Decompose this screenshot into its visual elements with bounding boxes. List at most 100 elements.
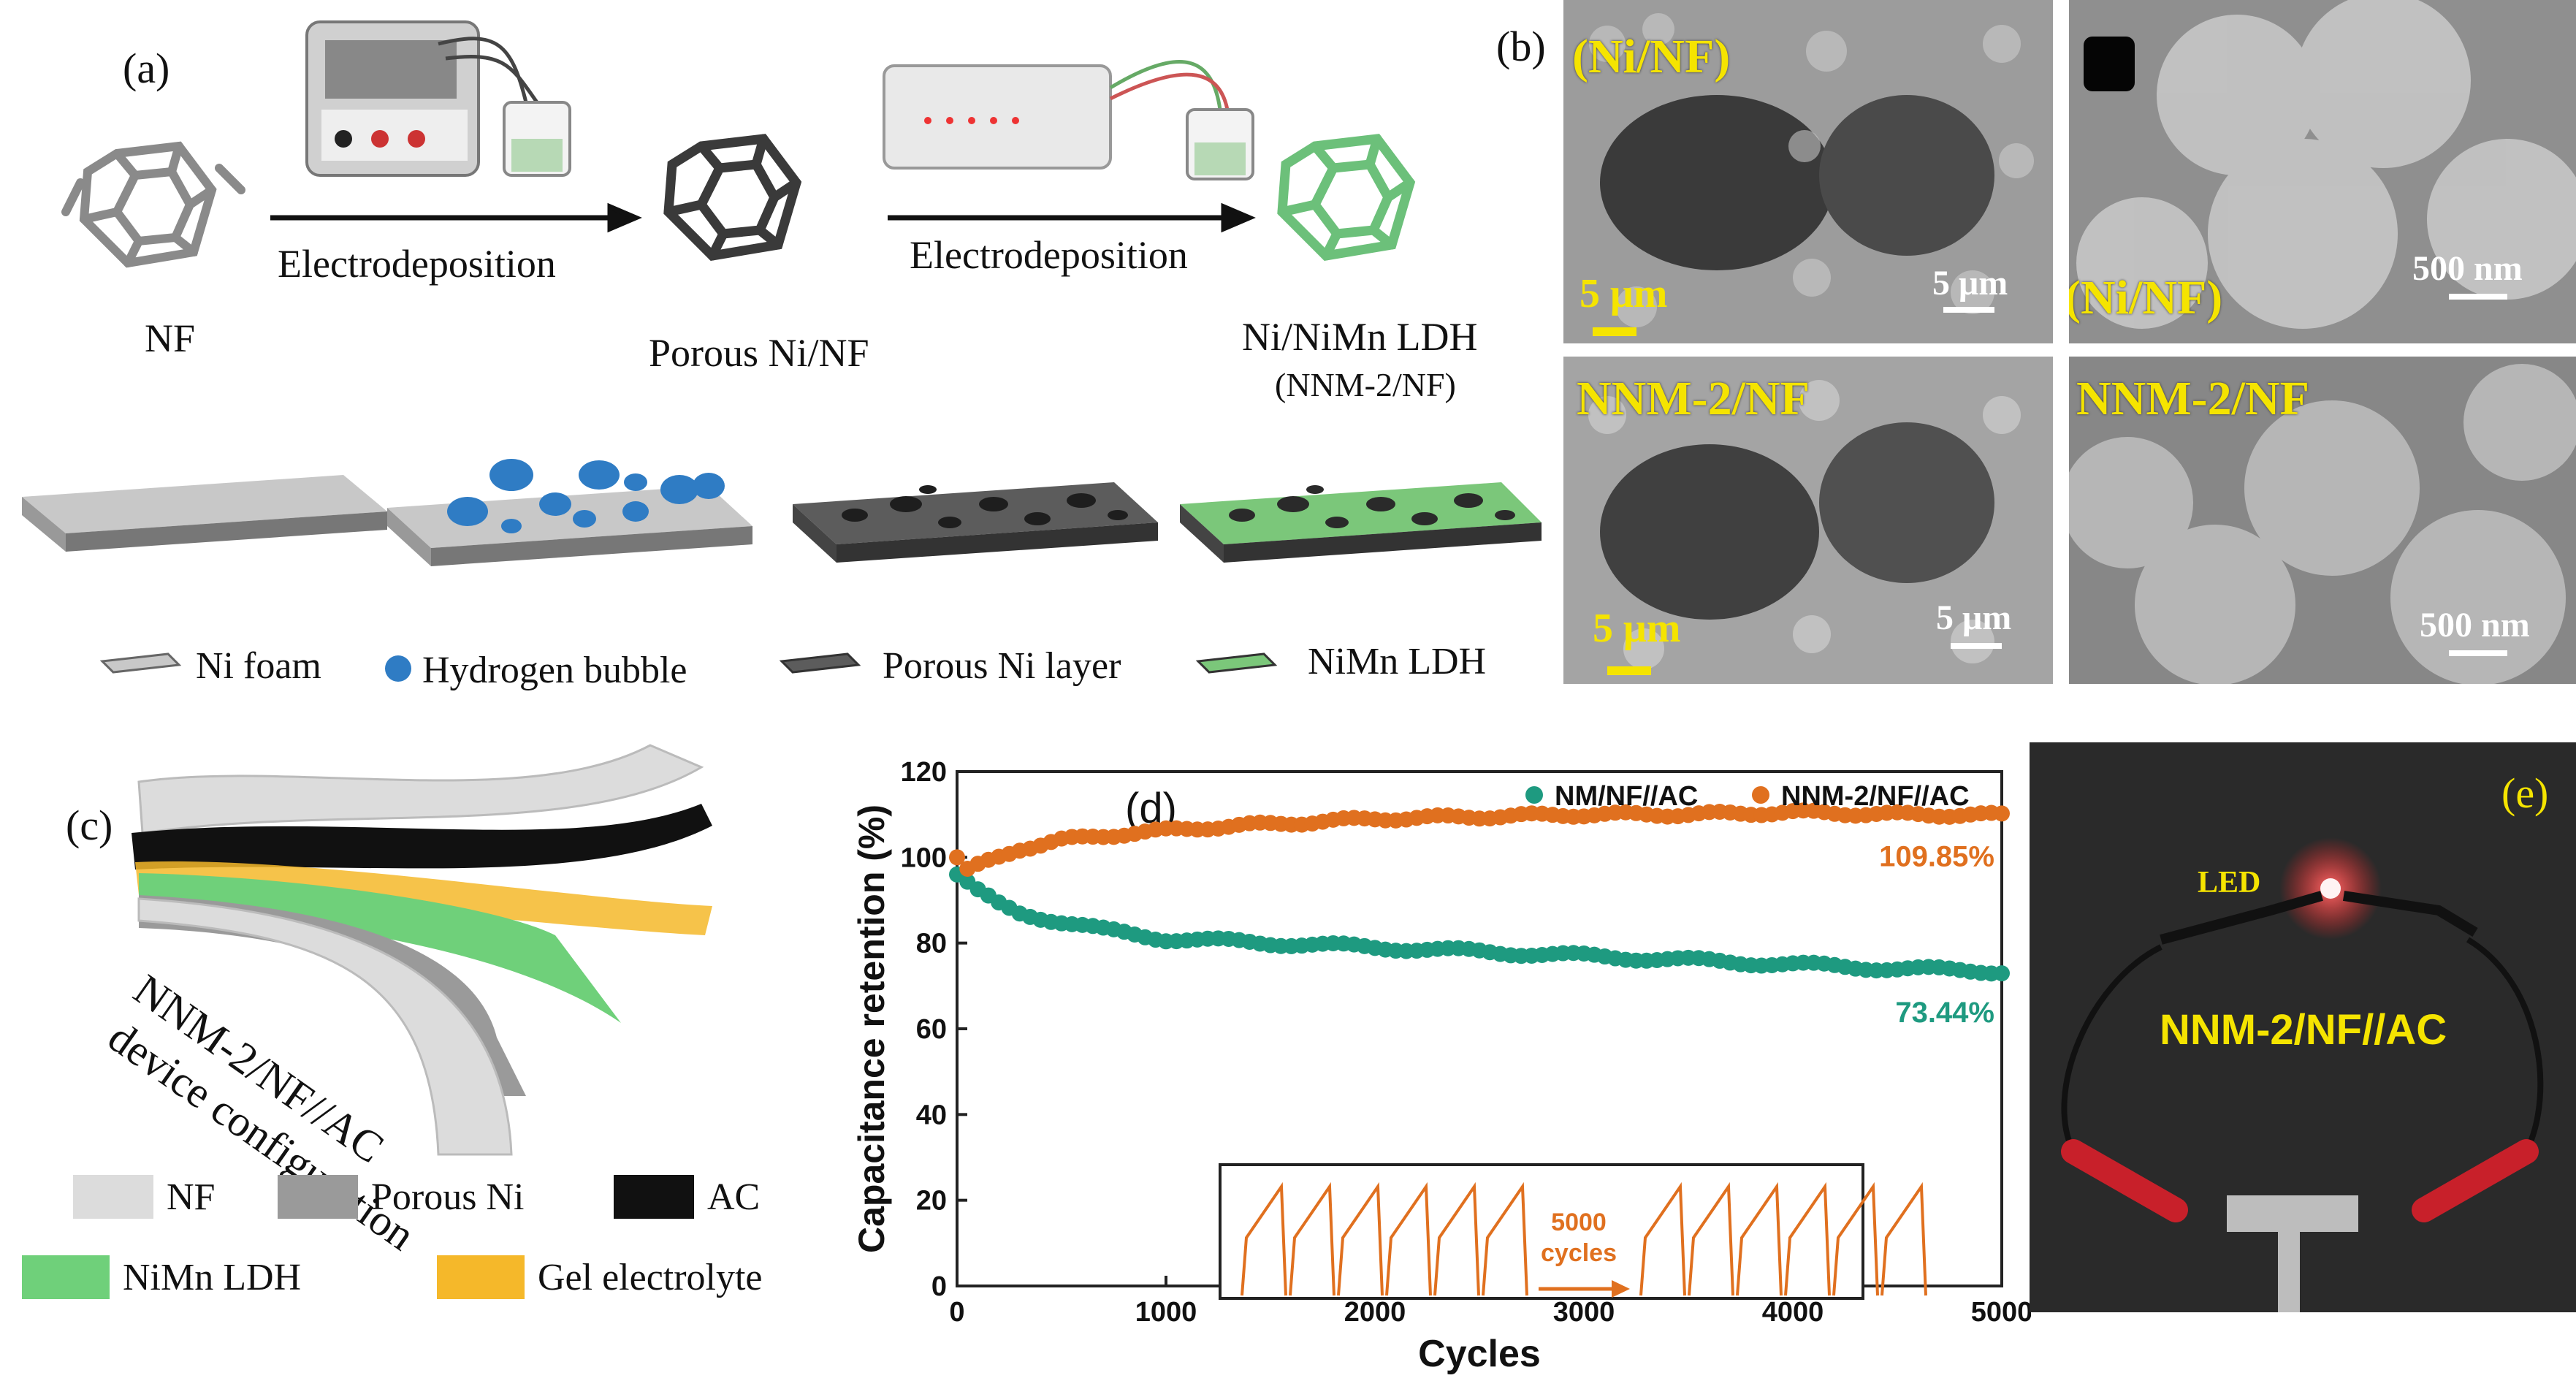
ac-swatch [614,1175,694,1219]
sem-scalebar-3b [1951,643,2002,649]
sem-tag-3: NNM-2/NF [1577,372,1810,425]
legend-ni-foam: Ni foam [196,645,321,687]
arrow-1 [270,202,642,233]
y-tick-label: 100 [901,842,947,873]
step-porous-ni-label: Porous Ni/NF [649,331,869,375]
y-tick-label: 120 [901,757,947,788]
x-tick-label: 4000 [1762,1297,1824,1328]
slab-ni-foam [22,475,387,552]
sem-scalebar-4 [2449,650,2507,656]
legend-c-ldh: NiMn LDH [22,1255,301,1299]
legend-porous-ni-layer: Porous Ni layer [883,645,1121,687]
inset-frame [1219,1163,1864,1300]
ldh-lattice-icon [1277,134,1416,261]
end-label-nm: 73.44% [1895,997,1994,1029]
x-tick-label: 5000 [1971,1297,2031,1328]
y-tick-label: 40 [916,1100,947,1130]
panel-c-label: (c) [66,802,113,849]
legend-c-ac-label: AC [707,1176,761,1218]
data-point-nnm [1994,805,2010,822]
end-label-nnm: 109.85% [1879,841,1994,873]
sem-image-ni-nf-high: (Ni/NF) 500 nm [2069,0,2576,343]
legend-c-porous: Porous Ni [278,1175,524,1219]
sem-scalebar-1 [1593,327,1636,336]
legend-nimn-ldh: NiMn LDH [1308,641,1487,682]
legend-label-1: NNM-2/NF//AC [1781,781,1970,812]
legend-c-ldh-label: NiMn LDH [123,1256,302,1298]
sem-scale-text-1: 5 μm [1579,271,1668,316]
nf-swatch [73,1175,153,1219]
panel-e-label: (e) [2501,769,2549,817]
nf-lattice-icon [61,141,245,268]
x-tick-label: 0 [949,1297,964,1328]
sem-scalebar-2 [2449,294,2507,300]
y-tick-label: 80 [916,929,947,959]
data-point-nm [1994,965,2010,982]
ldh-swatch [22,1255,110,1299]
sem-scalebar-1b [1943,307,1994,313]
panel-a-schematic [22,20,1542,682]
sem-scalebar-3 [1607,666,1651,675]
panel-b-label: (b) [1496,23,1546,70]
inset-annotation-2: cycles [1541,1239,1617,1267]
porous-swatch [278,1175,358,1219]
legend-c-gel: Gel electrolyte [437,1255,763,1299]
slab-hydrogen-bubble [387,459,752,566]
led-label: LED [2198,866,2261,899]
sem-scale-text-2: 500 nm [2412,249,2523,288]
sem-tag-2: (Ni/NF) [2069,271,2223,324]
sem-texture-3 [1563,357,2053,684]
led-photo: (e) LED NNM-2/NF//AC [2030,742,2576,1312]
legend-label-0: NM/NF//AC [1555,781,1698,812]
sem-tag-1: (Ni/NF) [1572,30,1731,83]
legend-marker-0 [1525,786,1543,804]
y-tick-label: 60 [916,1014,947,1045]
y-tick-label: 0 [931,1271,947,1302]
legend-c-nf: NF [73,1175,215,1219]
sem-scale-text-3: 5 μm [1593,606,1681,651]
x-tick-label: 2000 [1344,1297,1406,1328]
sem-texture-2 [2069,0,2576,343]
power-supply-2-icon [883,60,1254,180]
led-photo-drawing [2030,742,2576,1312]
x-axis-label: Cycles [1418,1333,1541,1375]
legend-c-nf-label: NF [167,1176,216,1218]
legend-c-porous-label: Porous Ni [371,1176,525,1218]
sem-texture-4 [2069,357,2576,684]
sem-scale-text-4: 500 nm [2420,606,2530,644]
porous-ni-lattice-icon [663,134,802,261]
legend-c-gel-label: Gel electrolyte [538,1256,763,1298]
sem-image-ni-nf-low: (Ni/NF) 5 μm 5 μm [1563,0,2053,343]
legend-a-swatches [99,652,1278,682]
sem-image-nnm-low: NNM-2/NF 5 μm 5 μm [1563,357,2053,684]
arrow-2 [888,202,1256,233]
legend-hydrogen-bubble: Hydrogen bubble [422,650,687,691]
step-ldh-sublabel: (NNM-2/NF) [1275,366,1456,403]
inset-annotation-1: 5000 [1551,1209,1607,1236]
data-point-nnm [949,849,965,866]
sem-image-nnm-high: NNM-2/NF 500 nm [2069,357,2576,684]
panel-a-label: (a) [123,45,170,92]
inset-gcd-curve [1241,1181,1927,1296]
device-configuration-diagram [132,744,712,1156]
device-label: NNM-2/NF//AC [2160,1006,2447,1054]
step-ldh-label: Ni/NiMn LDH [1242,315,1478,359]
legend-marker-1 [1752,786,1769,804]
gel-swatch [437,1255,525,1299]
y-tick-label: 20 [916,1186,947,1217]
x-tick-label: 3000 [1553,1297,1615,1328]
sem-tag-4: NNM-2/NF [2076,372,2309,425]
power-supply-1-icon [305,20,571,177]
sem-scale-text-1b: 5 μm [1932,264,2008,302]
step-nf-label: NF [145,316,196,360]
slab-porous-ni [793,482,1158,563]
electrodeposition-label-2: Electrodeposition [910,233,1188,277]
slab-nimn-ldh [1180,482,1542,563]
legend-c-ac: AC [614,1175,760,1219]
retention-chart: 0 1000 2000 3000 4000 5000 0 20 40 60 80 100 120 Cycl… [851,757,2031,1375]
y-axis-label: Capacitance retention (%) [851,804,892,1253]
inset-arrow-head [1612,1280,1630,1298]
x-tick-label: 1000 [1135,1297,1197,1328]
sem-texture-1 [1563,0,2053,343]
sem-scale-text-3b: 5 μm [1936,598,2012,637]
